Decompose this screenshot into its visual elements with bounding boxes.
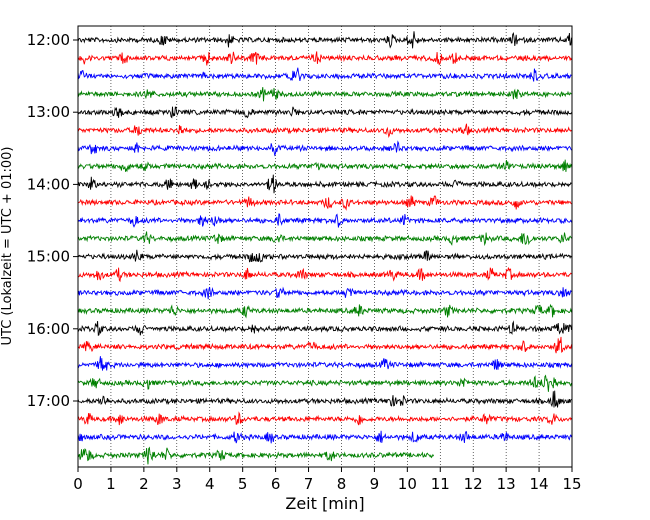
trace-line	[77, 231, 572, 247]
trace-line	[77, 123, 572, 138]
trace-line	[77, 411, 572, 426]
x-tick-label: 15	[562, 475, 581, 493]
x-tick-label: 9	[370, 475, 380, 493]
y-tick-label: 14:00	[27, 175, 70, 193]
x-tick-label: 3	[172, 475, 182, 493]
x-tick-label: 5	[238, 475, 248, 493]
x-tick-label: 0	[73, 475, 83, 493]
y-tick-label: 16:00	[27, 320, 70, 338]
y-tick-label: 17:00	[27, 392, 70, 410]
trace-line	[77, 213, 572, 228]
trace-line	[77, 31, 572, 49]
trace-line	[77, 430, 572, 444]
trace-line	[77, 267, 572, 283]
x-tick-label: 2	[139, 475, 149, 493]
trace-line	[77, 374, 572, 392]
trace-line	[77, 106, 572, 119]
plot-frame	[77, 25, 573, 468]
trace-line	[77, 249, 572, 263]
trace-line	[77, 51, 572, 66]
trace-line	[77, 286, 572, 300]
x-tick-label: 11	[431, 475, 450, 493]
x-tick-label: 14	[530, 475, 549, 493]
x-tick-label: 6	[271, 475, 281, 493]
trace-group	[77, 31, 572, 465]
y-tick-label: 13:00	[27, 103, 70, 121]
y-axis-label: UTC (Lokalzeit = UTC + 01:00)	[0, 147, 15, 346]
trace-line	[77, 174, 572, 194]
y-axis-ticks: 12:00 13:00 14:00 15:00 16:00 17:00	[27, 31, 78, 410]
x-tick-label: 1	[106, 475, 116, 493]
x-tick-label: 13	[497, 475, 516, 493]
trace-line	[77, 320, 572, 336]
trace-line	[77, 159, 572, 173]
x-tick-label: 8	[337, 475, 347, 493]
y-tick-label: 12:00	[27, 31, 70, 49]
trace-line	[77, 140, 572, 157]
trace-line	[77, 195, 572, 211]
trace-line	[77, 356, 572, 371]
trace-line	[77, 446, 434, 465]
trace-line	[77, 87, 572, 102]
x-axis-ticks: 0 1 2 3 4 5 6 7 8 9 10 11 12 13 14 15	[73, 467, 582, 493]
x-tick-label: 7	[304, 475, 314, 493]
trace-line	[77, 336, 572, 354]
x-tick-label: 10	[398, 475, 417, 493]
trace-line	[77, 390, 572, 408]
x-tick-label: 4	[205, 475, 215, 493]
trace-line	[77, 67, 572, 82]
x-axis-label: Zeit [min]	[285, 494, 364, 513]
trace-line	[77, 303, 572, 319]
y-tick-label: 15:00	[27, 248, 70, 266]
x-tick-label: 12	[464, 475, 483, 493]
